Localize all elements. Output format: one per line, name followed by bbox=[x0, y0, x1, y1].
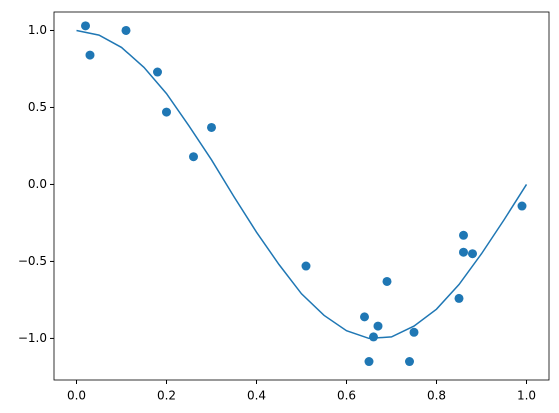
x-tick-label: 1.0 bbox=[517, 389, 536, 403]
x-tick-label: 0.6 bbox=[337, 389, 356, 403]
x-tick-label: 0.8 bbox=[427, 389, 446, 403]
point bbox=[81, 21, 90, 31]
point bbox=[405, 357, 414, 367]
y-tick-label: 0.5 bbox=[28, 100, 47, 114]
point bbox=[382, 276, 392, 286]
point bbox=[373, 321, 383, 331]
point bbox=[85, 50, 95, 60]
point bbox=[162, 107, 171, 117]
y-tick-label: 1.0 bbox=[28, 23, 47, 37]
plot-frame bbox=[53, 11, 550, 381]
point bbox=[301, 261, 311, 271]
point bbox=[121, 25, 131, 35]
point bbox=[459, 247, 468, 257]
point bbox=[369, 332, 378, 342]
point bbox=[459, 230, 468, 240]
point bbox=[409, 327, 419, 337]
point bbox=[517, 201, 527, 211]
y-tick-label: 0.0 bbox=[28, 177, 47, 191]
y-tick-label: −1.0 bbox=[18, 331, 47, 345]
point bbox=[153, 67, 162, 77]
point bbox=[454, 293, 464, 303]
x-tick-label: 0.0 bbox=[67, 389, 86, 403]
point bbox=[189, 152, 198, 162]
y-tick-label: −0.5 bbox=[18, 254, 47, 268]
point bbox=[364, 357, 374, 367]
x-tick-label: 0.4 bbox=[247, 389, 266, 403]
point bbox=[207, 122, 216, 132]
line bbox=[76, 29, 528, 340]
point bbox=[360, 312, 369, 322]
point bbox=[468, 249, 477, 259]
x-tick-label: 0.2 bbox=[157, 389, 176, 403]
